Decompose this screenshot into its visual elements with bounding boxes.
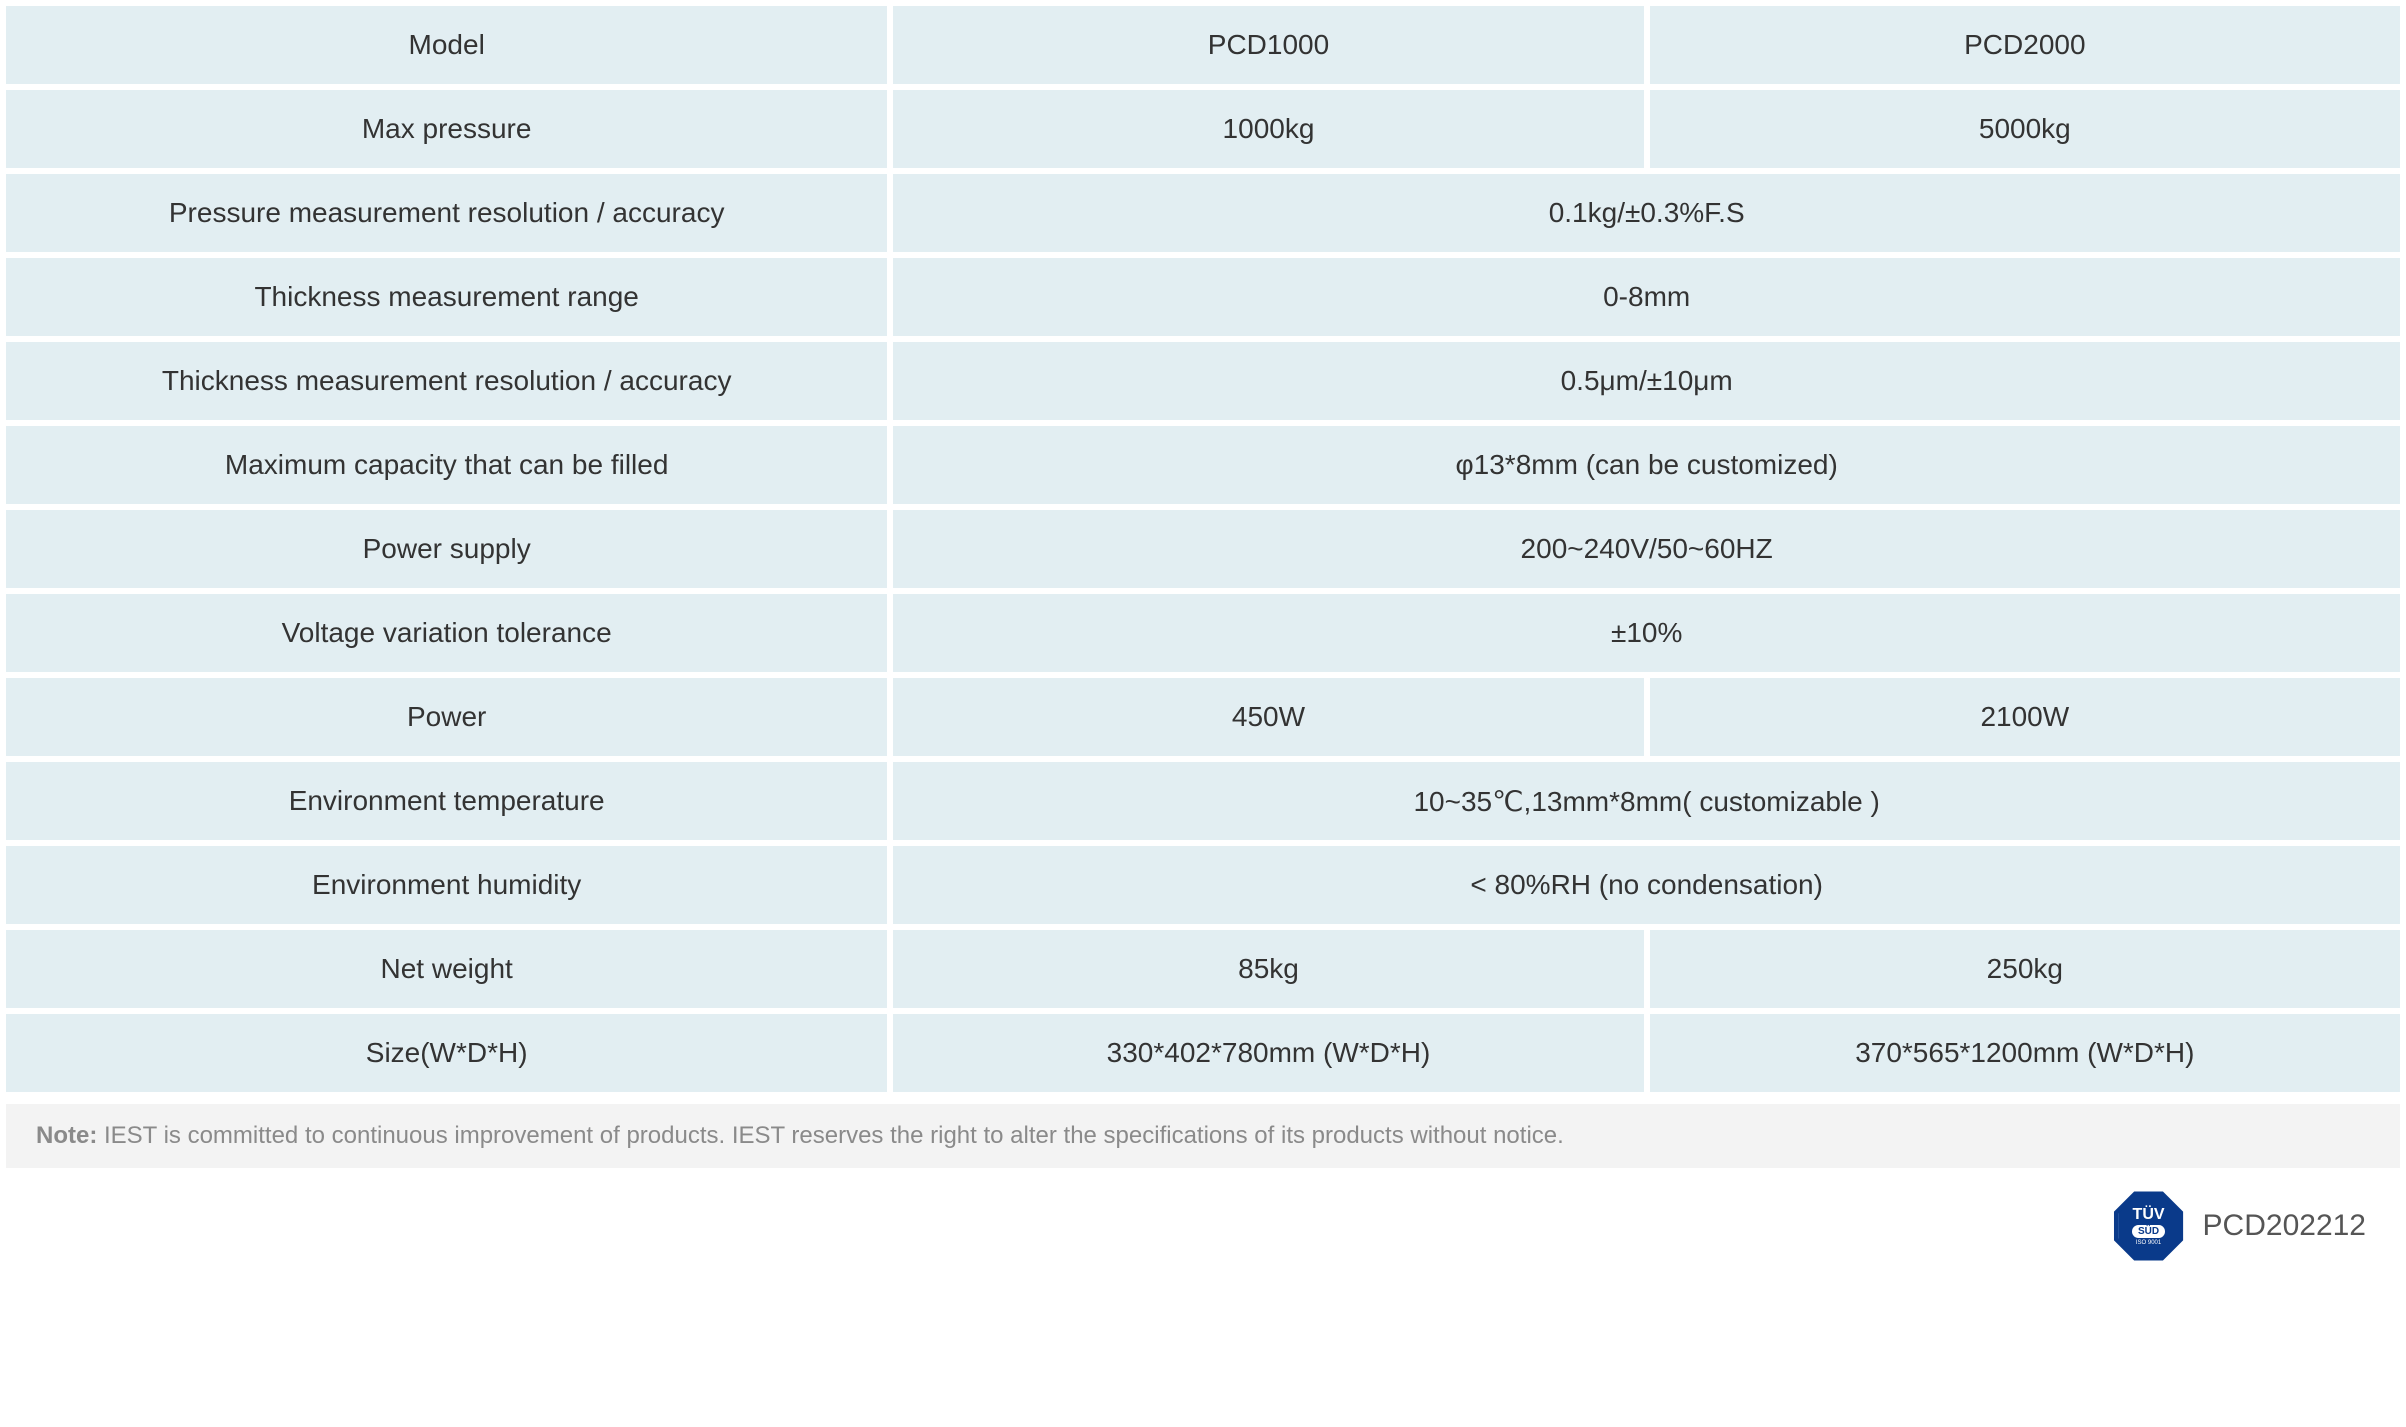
- row-value-2: 2100W: [1650, 678, 2400, 756]
- row-value-2: PCD2000: [1650, 6, 2400, 84]
- tuv-mid: SÜD: [2132, 1225, 2165, 1238]
- row-value-1: 1000kg: [893, 90, 1643, 168]
- row-value-merged: 200~240V/50~60HZ: [893, 510, 2400, 588]
- table-row: Size(W*D*H)330*402*780mm (W*D*H)370*565*…: [6, 1014, 2400, 1092]
- table-row: Max pressure1000kg5000kg: [6, 90, 2400, 168]
- footer: TÜV SÜD ISO 9001 PCD202212: [0, 1168, 2406, 1272]
- row-label: Thickness measurement range: [6, 258, 887, 336]
- note-row: Note: IEST is committed to continuous im…: [6, 1104, 2400, 1168]
- row-value-1: PCD1000: [893, 6, 1643, 84]
- row-label: Size(W*D*H): [6, 1014, 887, 1092]
- table-row: Thickness measurement resolution / accur…: [6, 342, 2400, 420]
- tuv-top: TÜV: [2133, 1207, 2165, 1223]
- row-value-merged: 0-8mm: [893, 258, 2400, 336]
- row-label: Max pressure: [6, 90, 887, 168]
- row-label: Voltage variation tolerance: [6, 594, 887, 672]
- row-value-1: 85kg: [893, 930, 1643, 1008]
- table-row: Pressure measurement resolution / accura…: [6, 174, 2400, 252]
- row-label: Environment humidity: [6, 846, 887, 924]
- row-value-1: 330*402*780mm (W*D*H): [893, 1014, 1643, 1092]
- spec-table-body: ModelPCD1000PCD2000Max pressure1000kg500…: [6, 6, 2400, 1092]
- table-row: Maximum capacity that can be filledφ13*8…: [6, 426, 2400, 504]
- row-value-merged: φ13*8mm (can be customized): [893, 426, 2400, 504]
- row-label: Model: [6, 6, 887, 84]
- table-row: Environment humidity< 80%RH (no condensa…: [6, 846, 2400, 924]
- table-row: Power supply200~240V/50~60HZ: [6, 510, 2400, 588]
- row-label: Maximum capacity that can be filled: [6, 426, 887, 504]
- spec-table: ModelPCD1000PCD2000Max pressure1000kg500…: [0, 0, 2406, 1098]
- row-label: Power supply: [6, 510, 887, 588]
- table-row: Thickness measurement range0-8mm: [6, 258, 2400, 336]
- tuv-badge-icon: TÜV SÜD ISO 9001: [2113, 1190, 2185, 1262]
- row-value-merged: ±10%: [893, 594, 2400, 672]
- row-label: Thickness measurement resolution / accur…: [6, 342, 887, 420]
- row-value-2: 370*565*1200mm (W*D*H): [1650, 1014, 2400, 1092]
- row-value-2: 5000kg: [1650, 90, 2400, 168]
- table-row: ModelPCD1000PCD2000: [6, 6, 2400, 84]
- table-row: Power450W2100W: [6, 678, 2400, 756]
- footer-code: PCD202212: [2203, 1209, 2366, 1243]
- row-label: Environment temperature: [6, 762, 887, 840]
- note-prefix: Note:: [36, 1122, 97, 1149]
- row-value-merged: 0.1kg/±0.3%F.S: [893, 174, 2400, 252]
- row-value-merged: < 80%RH (no condensation): [893, 846, 2400, 924]
- table-row: Net weight85kg250kg: [6, 930, 2400, 1008]
- row-value-1: 450W: [893, 678, 1643, 756]
- row-label: Net weight: [6, 930, 887, 1008]
- tuv-bottom: ISO 9001: [2136, 1240, 2161, 1246]
- row-value-merged: 10~35℃,13mm*8mm( customizable ): [893, 762, 2400, 840]
- table-row: Environment temperature10~35℃,13mm*8mm( …: [6, 762, 2400, 840]
- row-value-merged: 0.5μm/±10μm: [893, 342, 2400, 420]
- row-label: Pressure measurement resolution / accura…: [6, 174, 887, 252]
- row-label: Power: [6, 678, 887, 756]
- table-row: Voltage variation tolerance±10%: [6, 594, 2400, 672]
- row-value-2: 250kg: [1650, 930, 2400, 1008]
- note-text: IEST is committed to continuous improvem…: [97, 1122, 1563, 1149]
